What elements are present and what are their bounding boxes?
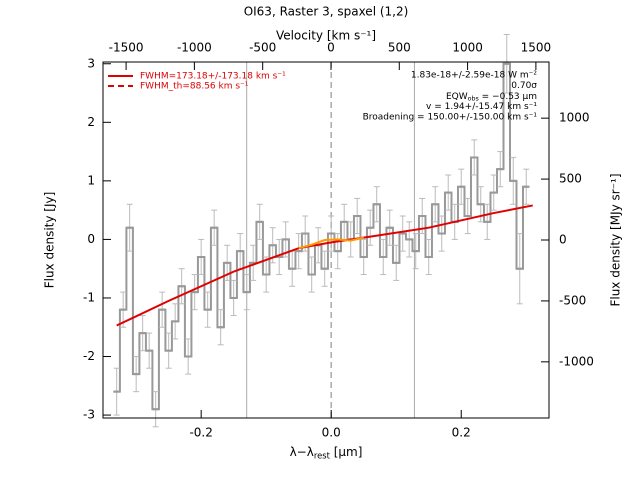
- x-tick-label: 0.0: [322, 426, 341, 440]
- y-tick-label: 0: [87, 232, 95, 246]
- y2-tick-label: -1000: [559, 354, 594, 368]
- annotation-part: EQW: [446, 92, 468, 102]
- x2-tick-label: -500: [249, 41, 276, 55]
- legend-label: FWHM=173.18+/-173.18 km s⁻¹: [140, 72, 286, 82]
- x2-axis-title: Velocity [km s⁻¹]: [276, 29, 376, 43]
- fit-line: [116, 204, 533, 327]
- annotation: EQWobs = −0.53 μm: [446, 92, 537, 103]
- x2-tick-label: 0: [327, 41, 335, 55]
- annotation: 1.83e-18+/-2.59e-18 W m⁻²: [411, 71, 538, 81]
- y-tick-label: -1: [83, 290, 95, 304]
- y-tick-label: -3: [83, 408, 95, 422]
- y2-tick-label: -500: [559, 293, 586, 307]
- x2-tick-label: 1500: [521, 41, 552, 55]
- annotation: v = 1.94+/-15.47 km s⁻¹: [426, 102, 537, 112]
- x-axis-title-part: λ−λ: [290, 445, 314, 459]
- x2-tick-label: -1500: [109, 41, 144, 55]
- x-axis-title: λ−λrest [μm]: [290, 445, 363, 461]
- x-axis-title-part: [μm]: [330, 445, 363, 459]
- annotation: Broadening = 150.00+/-150.00 km s⁻¹: [363, 113, 538, 123]
- annotation-sub: obs: [468, 96, 479, 103]
- y-tick-label: 2: [87, 115, 95, 129]
- y-axis-title: Flux density [Jy]: [43, 192, 57, 289]
- y-tick-label: 3: [87, 56, 95, 70]
- annotation: 0.70σ: [511, 81, 537, 91]
- y2-tick-label: 0: [559, 233, 567, 247]
- x2-tick-label: 1000: [452, 41, 483, 55]
- y2-tick-label: 500: [559, 172, 582, 186]
- x2-tick-label: -1000: [177, 41, 212, 55]
- y2-tick-label: 1000: [559, 111, 590, 125]
- annotation-part: = −0.53 μm: [479, 92, 537, 102]
- y2-axis-title: Flux density [MJy sr⁻¹]: [609, 173, 623, 306]
- y-tick-label: -2: [83, 349, 95, 363]
- x-tick-label: -0.2: [189, 426, 212, 440]
- x-axis-title-sub: rest: [314, 450, 331, 460]
- x-tick-label: 0.2: [452, 426, 471, 440]
- chart-title: OI63, Raster 3, spaxel (1,2): [244, 5, 409, 19]
- fit-line: [298, 236, 364, 250]
- x2-tick-label: 500: [388, 41, 411, 55]
- legend-label: FWHM_th=88.56 km s⁻¹: [140, 82, 249, 92]
- step-outline: [113, 62, 530, 411]
- y-tick-label: 1: [87, 173, 95, 187]
